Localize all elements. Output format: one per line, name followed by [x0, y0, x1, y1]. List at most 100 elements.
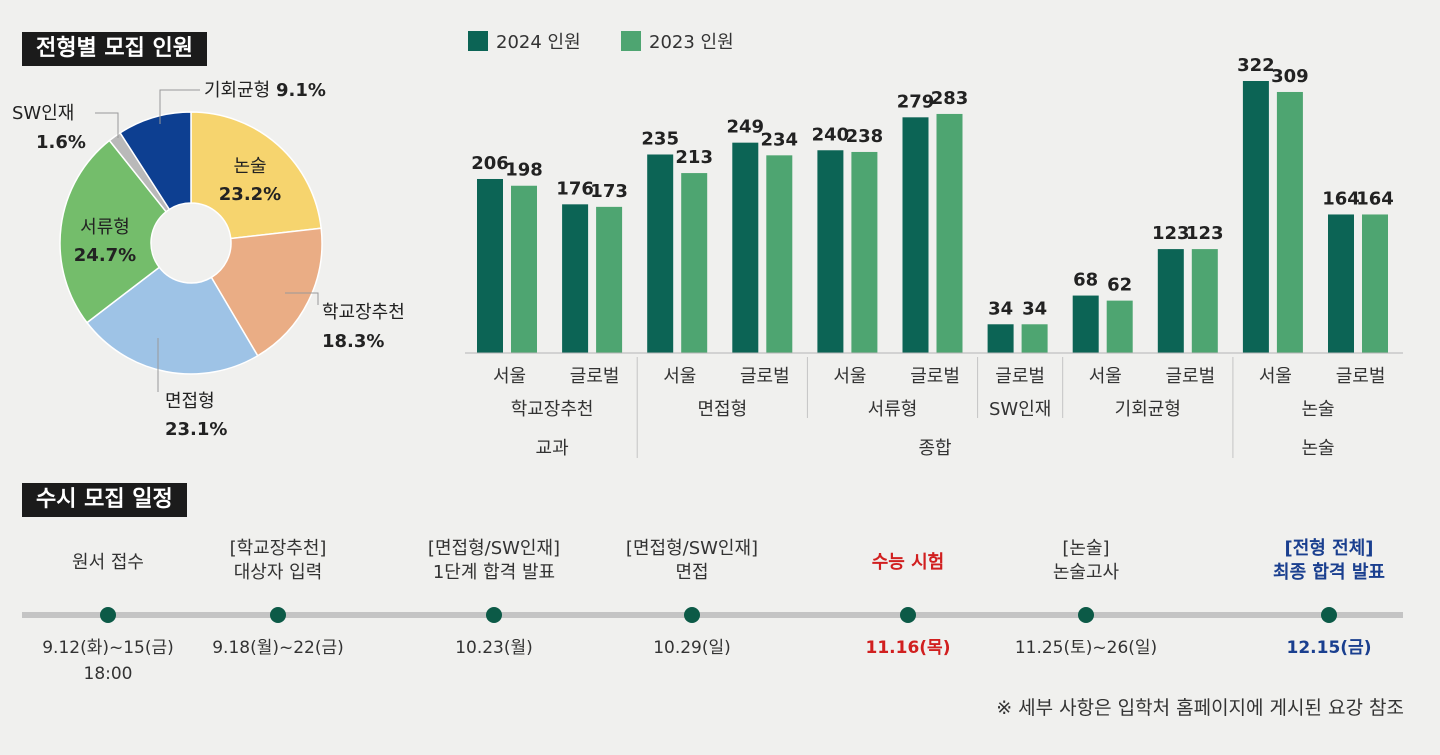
event-date-line: 10.23(월): [455, 638, 533, 658]
bar-value-6-1: 34: [1022, 298, 1047, 319]
bar-value-5-1: 283: [931, 88, 969, 109]
group-label-2: 논술: [1301, 438, 1334, 459]
bar-value-4-0: 240: [812, 124, 850, 145]
event-date-line: 9.12(화)~15(금): [42, 638, 174, 658]
bar-value-9-0: 322: [1237, 55, 1275, 76]
event-label-2: [면접형/SW인재] 1단계 합격 발표: [394, 537, 594, 585]
campus-label-2: 서울: [663, 366, 696, 387]
bar-7-0: [1072, 295, 1099, 353]
bar-6-0: [987, 324, 1014, 353]
pie-leader-4: [95, 112, 119, 138]
pie-label-2: 면접형: [165, 391, 215, 412]
event-date-line: 12.15(금): [1286, 638, 1372, 658]
bar-value-1-0: 176: [556, 178, 594, 199]
event-label-4: 수능 시험: [808, 551, 1008, 575]
pie-label-3: 서류형: [80, 217, 130, 238]
event-label-line: [면접형/SW인재]: [625, 538, 759, 559]
campus-label-5: 글로벌: [910, 366, 960, 387]
campus-label-1: 글로벌: [570, 366, 620, 387]
event-dot-0: [100, 607, 116, 623]
bar-0-0: [477, 178, 503, 353]
bar-3-1: [766, 155, 793, 353]
event-label-3: [면접형/SW인재] 면접: [592, 537, 792, 585]
footnote: ※ 세부 사항은 입학처 홈페이지에 게시된 요강 참조: [996, 697, 1404, 719]
event-label-line: 원서 접수: [72, 552, 144, 573]
event-label-line: 논술고사: [1052, 562, 1120, 583]
pie-leader-5: [159, 89, 200, 124]
event-dot-4: [900, 607, 916, 623]
bar-value-8-0: 123: [1152, 223, 1190, 244]
campus-label-7: 서울: [1089, 366, 1122, 387]
pie-label-5-name: 기회균형: [204, 80, 276, 101]
bar-value-9-1: 309: [1271, 66, 1309, 87]
bar-9-1: [1276, 91, 1303, 353]
campus-label-0: 서울: [493, 366, 526, 387]
event-label-line: 최종 합격 발표: [1273, 562, 1385, 583]
pie-value-1: 18.3%: [322, 331, 384, 352]
event-label-line: [학교장추천]: [229, 538, 327, 559]
event-date-0: 9.12(화)~15(금) 18:00: [8, 635, 208, 687]
bar-value-2-0: 235: [641, 128, 679, 149]
pie-label-5: 기회균형 9.1%: [204, 80, 326, 101]
event-date-line: 18:00: [83, 664, 133, 684]
bar-9-0: [1242, 81, 1269, 353]
bar-value-6-0: 34: [988, 298, 1013, 319]
track-label-3: SW인재: [989, 399, 1051, 420]
timeline-line: [22, 612, 1403, 618]
pie-value-4: 1.6%: [36, 132, 86, 153]
track-label-2: 서류형: [868, 399, 918, 420]
bar-5-0: [902, 117, 929, 353]
pie-value-0: 23.2%: [219, 184, 281, 205]
pie-value-5: 9.1%: [276, 80, 326, 101]
pie-value-2: 23.1%: [165, 419, 227, 440]
bar-value-5-0: 279: [897, 91, 935, 112]
event-date-5: 11.25(토)~26(일): [986, 635, 1186, 661]
bar-5-1: [936, 113, 963, 354]
legend-swatch-0: [468, 31, 488, 51]
bar-1-1: [596, 206, 623, 353]
bar-10-0: [1328, 214, 1354, 353]
group-label-0: 교과: [536, 438, 569, 459]
bar-value-0-0: 206: [471, 153, 509, 174]
event-label-line: [논술]: [1062, 538, 1110, 559]
pie-label-1: 학교장추천: [322, 302, 405, 323]
bar-7-1: [1106, 300, 1133, 353]
event-dot-1: [270, 607, 286, 623]
event-label-line: 대상자 입력: [233, 562, 323, 583]
event-label-6: [전형 전체] 최종 합격 발표: [1229, 537, 1429, 585]
pie-value-3: 24.7%: [74, 245, 136, 266]
bar-2-1: [681, 173, 708, 353]
event-dot-6: [1321, 607, 1337, 623]
track-label-5: 논술: [1301, 399, 1334, 420]
event-date-line: 9.18(월)~22(금): [212, 638, 344, 658]
event-label-5: [논술] 논술고사: [986, 537, 1186, 585]
campus-label-3: 글로벌: [740, 366, 790, 387]
event-date-line: 11.25(토)~26(일): [1014, 638, 1158, 658]
pie-slice-3: [59, 139, 168, 324]
campus-label-9: 서울: [1259, 366, 1292, 387]
bar-3-0: [732, 142, 759, 353]
event-date-3: 10.29(일): [592, 635, 792, 661]
event-date-6: 12.15(금): [1229, 635, 1429, 661]
pie-label-0: 논술: [233, 156, 266, 177]
schedule-title: 수시 모집 일정: [22, 483, 187, 517]
legend-label-0: 2024 인원: [496, 32, 581, 53]
bar-value-7-1: 62: [1107, 275, 1132, 296]
campus-label-8: 글로벌: [1166, 366, 1216, 387]
campus-label-6: 글로벌: [995, 366, 1045, 387]
legend-swatch-1: [621, 31, 641, 51]
bar-1-0: [562, 204, 589, 353]
pie-chart: 논술 23.2% 서류형 24.7% 학교장추천 18.3% 면접형 23.1% SW인재 1.6…: [12, 80, 405, 440]
bar-4-0: [817, 150, 844, 353]
bar-8-0: [1157, 249, 1184, 353]
event-date-line: 11.16(목): [865, 638, 951, 658]
event-label-line: 수능 시험: [871, 552, 945, 573]
bar-value-10-1: 164: [1356, 188, 1394, 209]
event-date-1: 9.18(월)~22(금): [178, 635, 378, 661]
event-label-line: [면접형/SW인재]: [427, 538, 561, 559]
pie-label-4: SW인재: [12, 103, 74, 124]
event-label-line: [전형 전체]: [1284, 538, 1374, 559]
group-label-1: 종합: [918, 438, 951, 459]
bar-value-7-0: 68: [1073, 270, 1098, 291]
